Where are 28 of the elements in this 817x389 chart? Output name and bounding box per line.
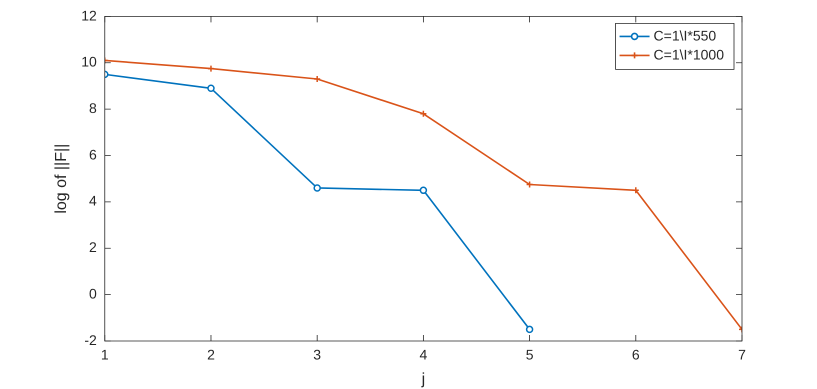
y-tick-label: 10: [81, 54, 97, 70]
point: [313, 75, 321, 83]
point: [420, 186, 428, 194]
legend-label: C=1\I*1000: [654, 46, 724, 62]
y-tick-label: 8: [88, 100, 97, 116]
x-tick-label: 6: [632, 346, 640, 362]
y-tick-label: 12: [81, 7, 97, 24]
x-tick-label: 7: [738, 346, 746, 362]
point: [526, 180, 534, 188]
point: [207, 84, 215, 92]
point: [313, 184, 321, 192]
y-tick-label: 6: [88, 146, 97, 162]
x-tick-label: 1: [100, 346, 109, 362]
point: [207, 64, 215, 72]
x-tick-label: 3: [313, 346, 322, 362]
x-tick-label: 2: [207, 346, 216, 362]
point: [420, 110, 428, 118]
point: [632, 186, 640, 194]
y-tick-label: 2: [88, 239, 97, 256]
x-axis-title: j: [420, 370, 426, 388]
y-axis-title: log of ||F||: [53, 144, 70, 214]
x-tick-label: 4: [419, 346, 428, 362]
y-tick-label: 0: [88, 285, 97, 302]
x-tick-label: 5: [526, 346, 534, 362]
point: [526, 326, 534, 334]
legend-label: C=1\I*550: [654, 27, 716, 44]
y-tick-label: -2: [84, 332, 97, 348]
y-tick-label: 4: [88, 192, 97, 209]
